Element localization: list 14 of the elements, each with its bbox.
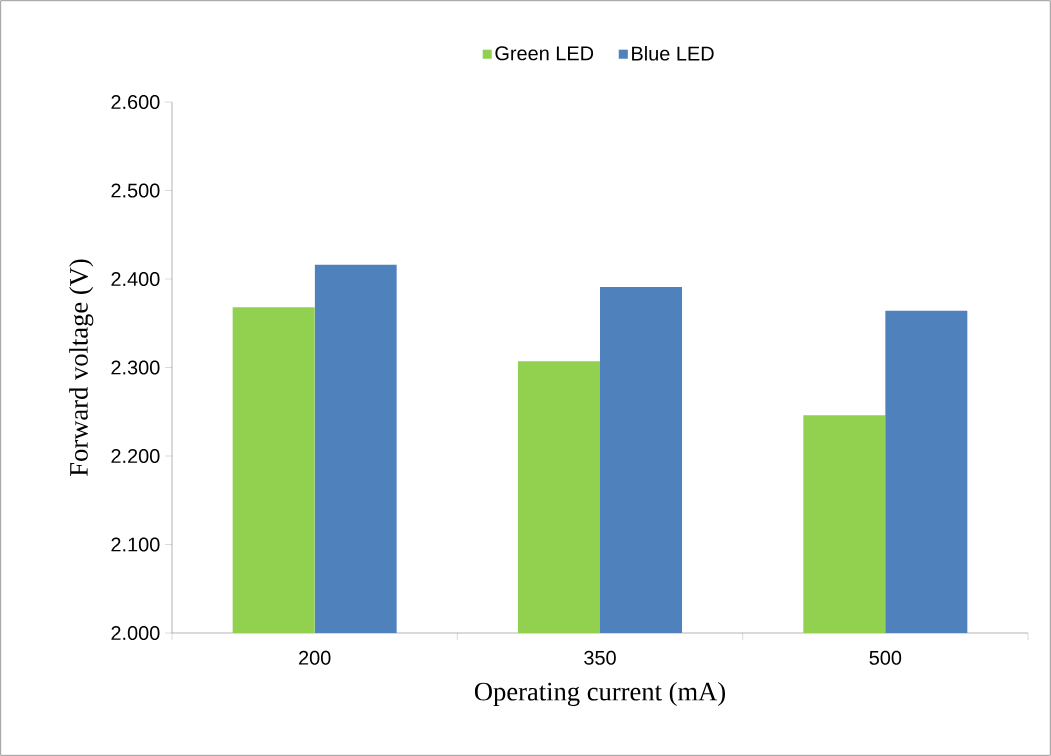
x-tick-label: 500	[869, 650, 902, 665]
y-tick-label: 2.400	[111, 271, 160, 287]
y-tick-label: 2.200	[111, 448, 160, 464]
legend-label: Blue LED	[632, 45, 714, 61]
y-tick-label: 2.300	[111, 360, 160, 375]
y-tick-label: 2.500	[111, 183, 160, 198]
x-tick-label: 200	[299, 650, 331, 665]
x-axis-title: Operating current (mA)	[474, 681, 726, 707]
y-tick-label: 2.100	[111, 537, 160, 552]
legend-label: Green LED	[495, 46, 594, 61]
y-axis-title: Forward voltage (V)	[69, 259, 94, 476]
x-tick-label: 350	[584, 650, 616, 665]
y-tick-label: 2.600	[111, 94, 160, 110]
y-tick-label: 2.000	[111, 625, 160, 641]
